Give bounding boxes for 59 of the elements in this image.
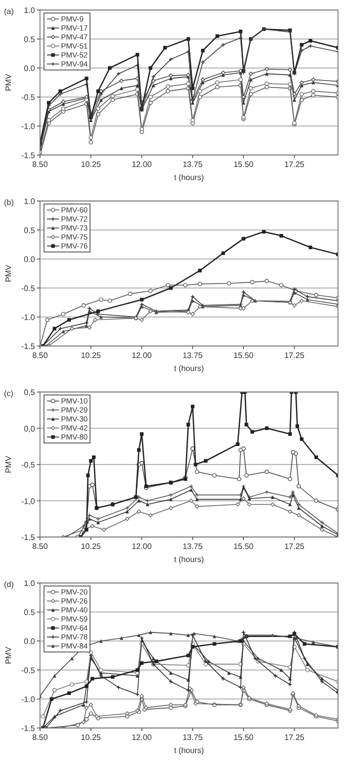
x-tick-label: 17.25 (284, 351, 305, 360)
y-tick-label: -0.5 (21, 666, 36, 675)
x-tick-label: 12.00 (132, 733, 152, 742)
y-tick-label: 0.0 (24, 64, 36, 73)
x-tick-label: 10.25 (80, 160, 102, 169)
y-axis-title: PMV (4, 455, 13, 474)
y-tick-label: -1.0 (21, 695, 36, 704)
y-tick-label: -0,5 (21, 460, 36, 470)
y-tick-label: -1,5 (21, 533, 36, 542)
y-tick-label: -1.5 (21, 151, 36, 160)
x-tick-label: 8.50 (32, 733, 48, 742)
x-axis-title: t (hours) (174, 173, 204, 182)
x-axis-title: t (hours) (174, 364, 204, 373)
x-tick-label: 12.00 (132, 351, 152, 360)
x-tick-label: 8.50 (32, 351, 48, 360)
y-tick-label: 0.5 (24, 226, 36, 235)
y-tick-label: -1.5 (21, 724, 36, 733)
x-tick-label: 13.75 (182, 733, 204, 742)
y-tick-label: -0.5 (21, 284, 36, 293)
y-tick-label: -0.5 (21, 93, 36, 102)
y-tick-label: 0,0 (24, 424, 36, 434)
y-tick-label: 0.0 (24, 255, 36, 264)
x-tick-label: 10.25 (80, 542, 102, 551)
y-tick-label: 0.5 (24, 608, 36, 617)
y-tick-label: -1.5 (21, 342, 36, 351)
y-axis-title: PMV (4, 73, 13, 92)
chart-title: (c) (4, 389, 14, 398)
y-tick-label: 0.5 (24, 35, 36, 44)
x-tick-label: 12.00 (132, 542, 152, 551)
y-tick-label: 0,5 (24, 388, 36, 397)
y-tick-label: 1.0 (24, 6, 36, 15)
y-tick-label: 1.0 (24, 197, 36, 206)
y-tick-label: -1.0 (21, 122, 36, 131)
chart-title: (b) (4, 198, 14, 207)
x-axis-title: t (hours) (174, 555, 204, 564)
x-tick-label: 15.50 (233, 542, 254, 551)
y-axis-title: PMV (4, 264, 13, 282)
x-tick-label: 10.25 (80, 733, 102, 742)
x-axis-title: t (hours) (174, 746, 204, 755)
x-tick-label: 13.75 (182, 160, 204, 169)
x-tick-label: 17.25 (284, 160, 305, 169)
y-tick-label: 1.0 (24, 579, 36, 588)
x-tick-label: 17.25 (284, 733, 305, 742)
x-tick-label: 10.25 (80, 351, 102, 360)
x-tick-label: 13.75 (182, 542, 204, 551)
chart-title: (a) (4, 7, 14, 16)
y-axis-title: PMV (4, 646, 13, 664)
x-tick-label: 15.50 (233, 733, 254, 742)
x-tick-label: 8.50 (32, 160, 48, 169)
x-tick-label: 17.25 (284, 542, 305, 551)
chart-title: (d) (4, 580, 14, 589)
x-tick-label: 12.00 (132, 160, 152, 169)
y-tick-label: -1.0 (21, 313, 36, 322)
y-tick-label: -1,0 (21, 496, 36, 506)
x-tick-label: 15.50 (233, 351, 254, 360)
x-tick-label: 8.50 (32, 542, 48, 551)
x-tick-label: 13.75 (182, 351, 204, 360)
y-tick-label: 0.0 (24, 637, 36, 646)
x-tick-label: 15.50 (233, 160, 254, 169)
